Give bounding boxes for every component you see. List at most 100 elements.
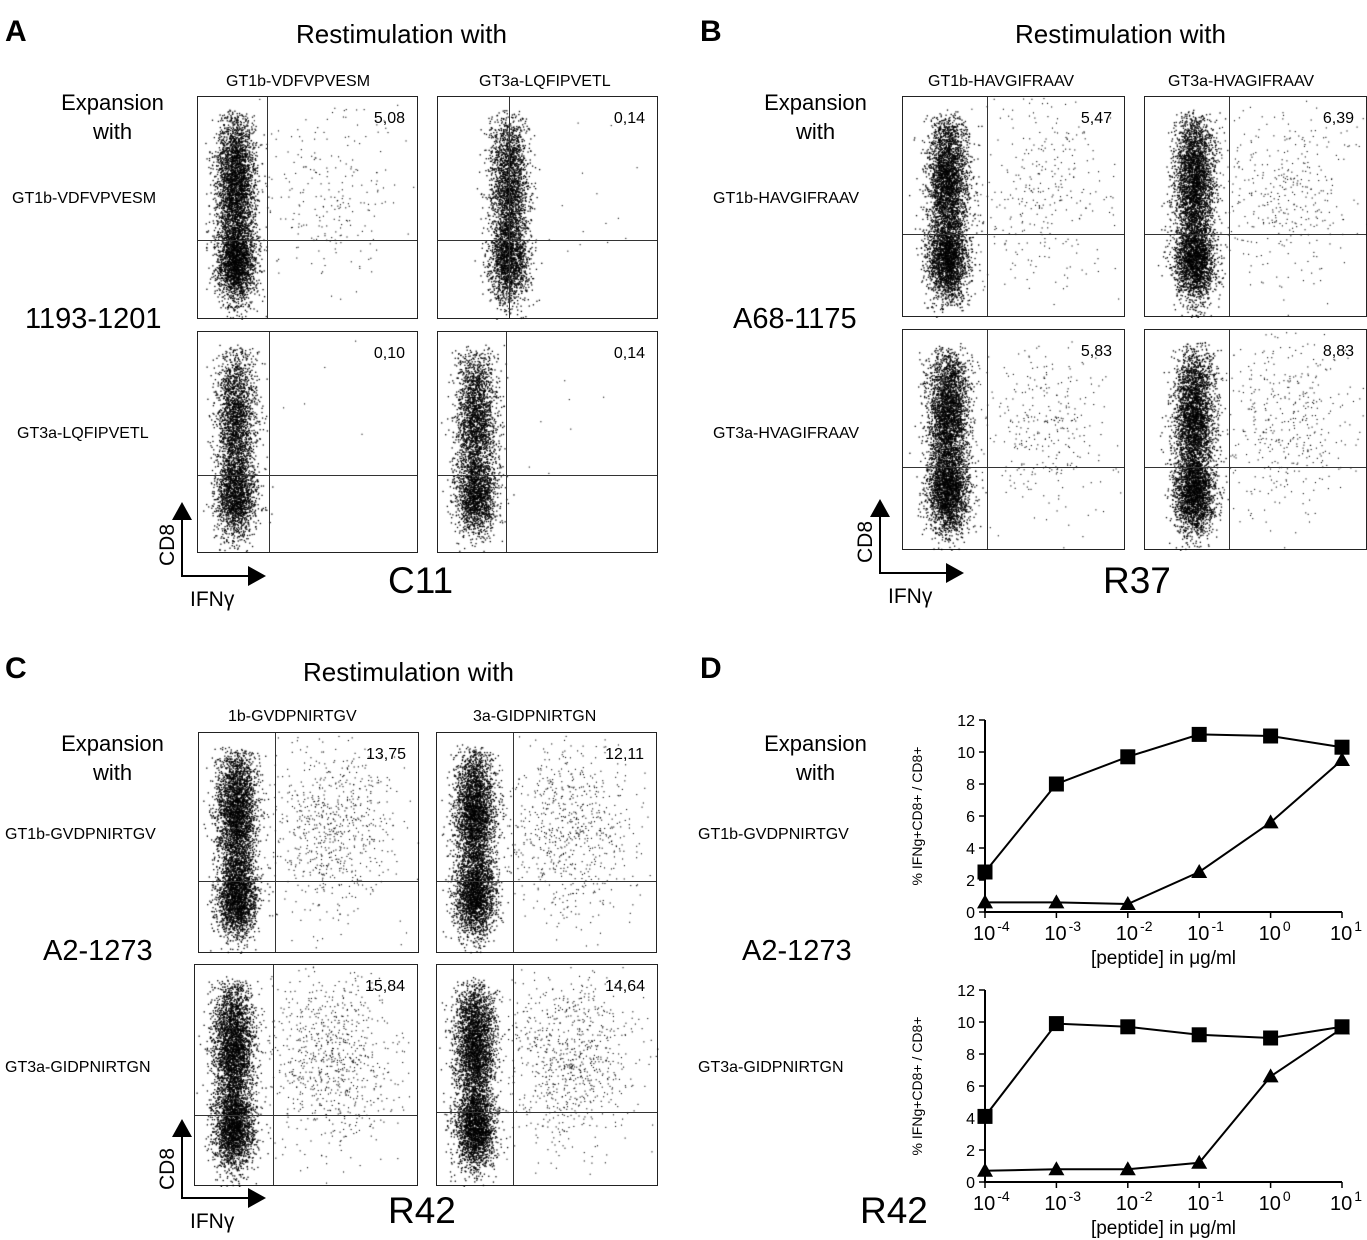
dose-response-chart-bottom: 0 2 4 6 8 10 12 10 -4 10 -3 10 -2 10 -1 10 0 10 1 [peptide]… [909, 983, 1362, 1239]
triangle-point [1119, 896, 1136, 910]
y-tick-label: 0 [966, 1175, 975, 1192]
square-point [1263, 728, 1279, 744]
ifng-axis-label: IFNγ [190, 1210, 235, 1233]
expansion-label: Expansion with [61, 731, 164, 785]
y-axis-label: % IFNg+CD8+ / CD8+ [909, 1017, 925, 1156]
triangle-point [977, 894, 993, 909]
panel-letter: A [5, 15, 27, 48]
square-point [977, 864, 993, 880]
epitope-label: A68-1175 [733, 303, 857, 335]
y-tick-label: 2 [966, 873, 975, 890]
flow-dot-plot: 8,83 [1144, 329, 1367, 551]
axis-arrows: CD8 IFNγ [156, 1119, 266, 1233]
y-tick-label: 12 [957, 713, 975, 730]
x-tick-label: 10 1 [1330, 918, 1362, 945]
x-axis-label: [peptide] in μg/ml [1091, 948, 1236, 969]
up-arrow-icon [172, 502, 192, 520]
percentage-label: 5,08 [373, 110, 405, 127]
flow-dot-plot: 5,83 [902, 329, 1126, 551]
up-arrow-icon [870, 499, 890, 517]
row-label: GT1b-GVDPNIRTGV [5, 826, 156, 843]
y-tick-label: 2 [966, 1143, 975, 1160]
flow-dot-plot: 6,39 [1144, 96, 1367, 318]
clone-label: R42 [388, 1190, 456, 1231]
axis-arrows: CD8 IFNγ [854, 499, 964, 608]
column-header: GT1b-VDFVPVESM [226, 73, 371, 90]
y-tick-label: 10 [957, 745, 975, 762]
column-header: GT3a-HVAGIFRAAV [1168, 73, 1315, 90]
square-point [1048, 776, 1064, 792]
restimulation-title: Restimulation with [303, 657, 514, 687]
flow-dot-plot: 0,10 [197, 331, 419, 554]
x-tick-label: 10 -1 [1187, 918, 1224, 945]
triangle-point [1048, 1161, 1065, 1176]
percentage-label: 13,75 [365, 746, 406, 763]
square-point [1120, 1019, 1136, 1035]
square-point [1334, 739, 1350, 755]
flow-dot-plot: 0,14 [437, 96, 659, 320]
triangle-point [1334, 752, 1350, 766]
panel-letter: B [700, 15, 722, 48]
x-tick-label: 10 -2 [1116, 918, 1153, 945]
epitope-label: A2-1273 [742, 935, 852, 967]
triangle-point [1048, 894, 1065, 909]
row-label: GT1b-VDFVPVESM [12, 190, 157, 207]
flow-dot-plot: 12,11 [436, 732, 658, 954]
epitope-label: 1193-1201 [25, 303, 162, 335]
square-point [1120, 749, 1136, 765]
cd8-axis-label: CD8 [156, 1148, 179, 1190]
y-tick-label: 0 [966, 905, 975, 922]
triangle-point [1334, 1020, 1350, 1035]
percentage-label: 0,14 [613, 110, 645, 127]
column-header: GT1b-HAVGIFRAAV [928, 73, 1075, 90]
row-label: GT3a-GIDPNIRTGN [5, 1059, 151, 1076]
y-tick-label: 6 [966, 1079, 975, 1096]
y-tick-label: 10 [957, 1015, 975, 1032]
percentage-label: 0,10 [373, 345, 405, 362]
panel-letter: D [700, 652, 722, 685]
ifng-axis-label: IFNγ [888, 585, 933, 608]
series-line-triangle [984, 1027, 1343, 1172]
series-line-square [984, 1022, 1343, 1118]
x-tick-label: 10 -3 [1044, 1188, 1081, 1215]
percentage-label: 8,83 [1322, 343, 1354, 360]
y-tick-label: 8 [966, 777, 975, 794]
flow-dot-plot: 14,64 [436, 964, 659, 1187]
y-tick-label: 12 [957, 983, 975, 1000]
flow-dot-plot: 0,14 [437, 331, 659, 554]
triangle-point [1119, 1161, 1136, 1176]
row-label: GT3a-LQFIPVETL [17, 425, 149, 442]
percentage-label: 6,39 [1322, 110, 1354, 127]
y-tick-label: 4 [966, 1111, 975, 1128]
series-line-triangle [985, 759, 1343, 906]
x-tick-label: 10 0 [1259, 1188, 1291, 1215]
axis-arrows: CD8 IFNγ [156, 502, 266, 611]
triangle-point [1262, 1068, 1279, 1083]
percentage-label: 14,64 [604, 978, 645, 995]
square-point [977, 1108, 993, 1124]
restimulation-title: Restimulation with [296, 19, 507, 49]
row-label: GT1b-HAVGIFRAAV [713, 190, 860, 207]
percentage-label: 12,11 [605, 746, 644, 763]
triangle-point [1191, 864, 1208, 878]
series-line-square [984, 733, 1343, 873]
square-point [1191, 1027, 1207, 1043]
y-tick-label: 8 [966, 1047, 975, 1064]
y-tick-label: 4 [966, 841, 975, 858]
triangle-point [977, 1162, 993, 1177]
right-arrow-icon [248, 1188, 266, 1208]
row-label: GT3a-GIDPNIRTGN [698, 1059, 844, 1076]
row-label: GT3a-HVAGIFRAAV [713, 425, 860, 442]
expansion-label: Expansion with [764, 731, 867, 785]
square-point [1191, 726, 1207, 742]
cd8-axis-label: CD8 [854, 521, 877, 563]
x-tick-label: 10 -2 [1116, 1188, 1153, 1215]
percentage-label: 5,83 [1080, 343, 1112, 360]
column-header: GT3a-LQFIPVETL [479, 73, 611, 90]
right-arrow-icon [248, 566, 266, 586]
percentage-label: 5,47 [1080, 110, 1112, 127]
x-tick-label: 10 -3 [1044, 918, 1081, 945]
clone-label: C11 [388, 560, 454, 601]
square-point [1263, 1030, 1279, 1046]
expansion-label: Expansion with [61, 90, 164, 144]
